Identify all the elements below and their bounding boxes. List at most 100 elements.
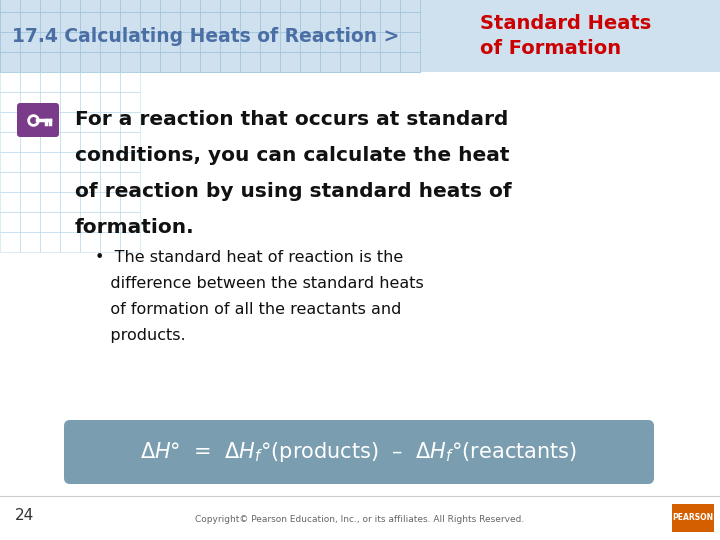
Bar xyxy=(81,33,99,51)
Bar xyxy=(241,13,259,31)
Bar xyxy=(201,33,219,51)
Bar xyxy=(20,212,40,232)
Bar xyxy=(340,32,360,52)
Bar xyxy=(81,53,99,71)
Bar xyxy=(401,0,419,11)
Bar xyxy=(220,52,240,72)
Bar xyxy=(280,0,300,12)
Bar xyxy=(20,172,40,192)
Bar xyxy=(200,0,220,12)
Bar xyxy=(100,92,120,112)
Bar xyxy=(0,132,20,152)
FancyBboxPatch shape xyxy=(672,504,714,532)
Bar xyxy=(180,32,200,52)
Text: 24: 24 xyxy=(15,508,35,523)
Bar xyxy=(340,52,360,72)
Bar xyxy=(301,33,319,51)
Bar xyxy=(300,52,320,72)
Bar xyxy=(141,0,159,11)
Bar xyxy=(80,192,100,212)
Bar xyxy=(401,53,419,71)
Bar xyxy=(181,0,199,11)
Bar xyxy=(200,12,220,32)
Bar xyxy=(80,232,100,252)
Bar xyxy=(41,13,59,31)
Bar xyxy=(340,0,360,12)
Bar xyxy=(0,112,20,132)
Text: Copyright© Pearson Education, Inc., or its affiliates. All Rights Reserved.: Copyright© Pearson Education, Inc., or i… xyxy=(195,516,525,524)
Bar xyxy=(140,32,160,52)
Bar xyxy=(120,192,140,212)
Bar xyxy=(60,52,80,72)
Bar xyxy=(120,172,140,192)
Bar xyxy=(240,32,260,52)
Bar xyxy=(401,33,419,51)
Bar xyxy=(20,12,40,32)
Bar xyxy=(120,112,140,132)
Bar xyxy=(361,33,379,51)
Bar xyxy=(21,13,39,31)
Bar xyxy=(301,13,319,31)
Bar xyxy=(120,232,140,252)
FancyBboxPatch shape xyxy=(0,0,720,72)
Bar xyxy=(41,53,59,71)
Bar xyxy=(100,112,120,132)
Bar xyxy=(20,52,40,72)
Bar xyxy=(40,72,60,92)
Bar xyxy=(260,32,280,52)
Bar xyxy=(160,0,180,12)
Bar xyxy=(201,53,219,71)
Bar xyxy=(101,13,119,31)
Bar xyxy=(400,32,420,52)
Bar xyxy=(100,172,120,192)
Bar xyxy=(0,12,20,32)
Bar xyxy=(60,192,80,212)
Bar xyxy=(121,13,139,31)
Bar xyxy=(360,12,380,32)
Bar xyxy=(160,12,180,32)
Bar xyxy=(100,72,120,92)
Bar xyxy=(400,0,420,12)
Bar xyxy=(81,0,99,11)
Bar xyxy=(321,53,339,71)
Bar xyxy=(281,33,299,51)
Bar xyxy=(141,33,159,51)
Bar xyxy=(260,0,280,12)
Bar xyxy=(220,12,240,32)
Bar xyxy=(20,0,40,12)
Bar xyxy=(80,12,100,32)
Bar xyxy=(121,53,139,71)
Bar xyxy=(341,33,359,51)
Bar xyxy=(60,0,80,12)
Bar xyxy=(0,92,20,112)
Bar xyxy=(61,13,79,31)
Bar xyxy=(241,33,259,51)
Bar xyxy=(341,53,359,71)
Bar xyxy=(60,152,80,172)
Bar xyxy=(120,72,140,92)
Bar xyxy=(20,112,40,132)
Bar xyxy=(400,52,420,72)
Bar xyxy=(280,12,300,32)
Bar xyxy=(120,132,140,152)
Bar xyxy=(221,53,239,71)
Bar xyxy=(180,12,200,32)
Bar xyxy=(120,52,140,72)
Bar xyxy=(61,33,79,51)
Bar xyxy=(221,13,239,31)
Bar xyxy=(181,53,199,71)
Bar xyxy=(281,0,299,11)
Bar xyxy=(300,0,320,12)
Bar xyxy=(220,0,240,12)
Bar xyxy=(0,152,20,172)
Bar xyxy=(120,0,140,12)
Bar xyxy=(61,53,79,71)
Bar xyxy=(380,32,400,52)
Text: $\mathit{\Delta H}$°  =  $\mathit{\Delta H_f}$°(products)  –  $\mathit{\Delta H_: $\mathit{\Delta H}$° = $\mathit{\Delta H… xyxy=(140,440,577,464)
Bar xyxy=(100,132,120,152)
Bar xyxy=(140,12,160,32)
Bar xyxy=(201,13,219,31)
Bar xyxy=(40,92,60,112)
Bar xyxy=(160,32,180,52)
Bar xyxy=(261,53,279,71)
